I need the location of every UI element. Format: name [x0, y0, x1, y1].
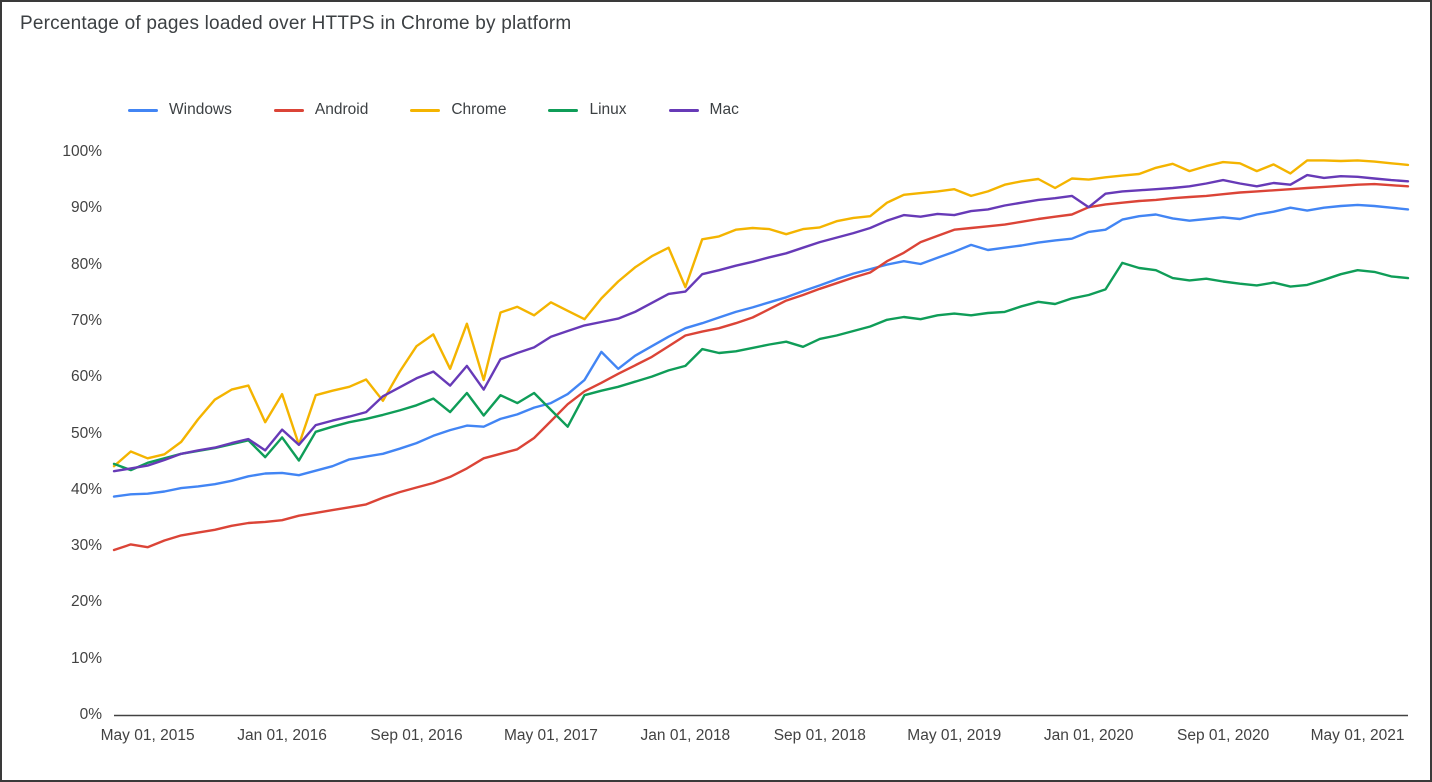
legend-label: Android: [314, 101, 369, 118]
legend-item-windows: Windows: [128, 101, 232, 119]
legend-label: Linux: [589, 101, 627, 118]
y-axis-label: 20%: [70, 593, 102, 611]
y-axis-label: 0%: [79, 706, 102, 723]
y-axis-label: 80%: [70, 255, 102, 273]
x-axis-label: Sep 01, 2018: [773, 727, 866, 744]
legend-item-linux: Linux: [548, 101, 627, 119]
legend-item-android: Android: [273, 101, 369, 119]
y-axis-label: 50%: [70, 424, 102, 442]
series-line-mac: [112, 173, 1410, 473]
x-axis-label: Jan 01, 2020: [1043, 727, 1134, 744]
series-line-android: [112, 182, 1410, 552]
y-axis-label: 100%: [62, 143, 102, 160]
x-axis-label: May 01, 2017: [503, 727, 598, 744]
x-axis-label: Sep 01, 2020: [1177, 727, 1270, 744]
x-axis-label: May 01, 2021: [1310, 727, 1405, 744]
legend: Windows Android Chrome Linux Mac: [128, 101, 739, 119]
series-line-linux: [112, 261, 1410, 472]
legend-item-chrome: Chrome: [410, 101, 506, 119]
series-line-windows: [112, 203, 1410, 498]
y-axis-label: 40%: [70, 480, 102, 498]
legend-swatch-mac: [668, 108, 699, 112]
legend-label: Chrome: [451, 101, 507, 118]
legend-swatch-linux: [548, 108, 579, 112]
legend-label: Windows: [169, 101, 232, 118]
x-axis-label: Jan 01, 2016: [237, 727, 327, 744]
chart-title: Percentage of pages loaded over HTTPS in…: [20, 13, 572, 34]
x-axis-label: May 01, 2015: [100, 727, 195, 744]
x-axis-label: Jan 01, 2018: [640, 727, 731, 744]
legend-label: Mac: [709, 101, 739, 118]
y-axis-label: 90%: [70, 199, 102, 217]
y-axis-label: 60%: [70, 368, 102, 386]
y-axis-label: 30%: [70, 537, 102, 555]
y-axis-label: 70%: [70, 311, 102, 329]
series-line-chrome: [112, 159, 1410, 468]
legend-swatch-windows: [128, 108, 158, 112]
x-axis-label: May 01, 2019: [907, 727, 1002, 744]
x-axis-label: Sep 01, 2016: [370, 727, 463, 744]
legend-item-mac: Mac: [668, 101, 739, 119]
y-axis-label: 10%: [70, 649, 102, 667]
legend-swatch-android: [273, 108, 304, 112]
legend-swatch-chrome: [410, 108, 441, 112]
